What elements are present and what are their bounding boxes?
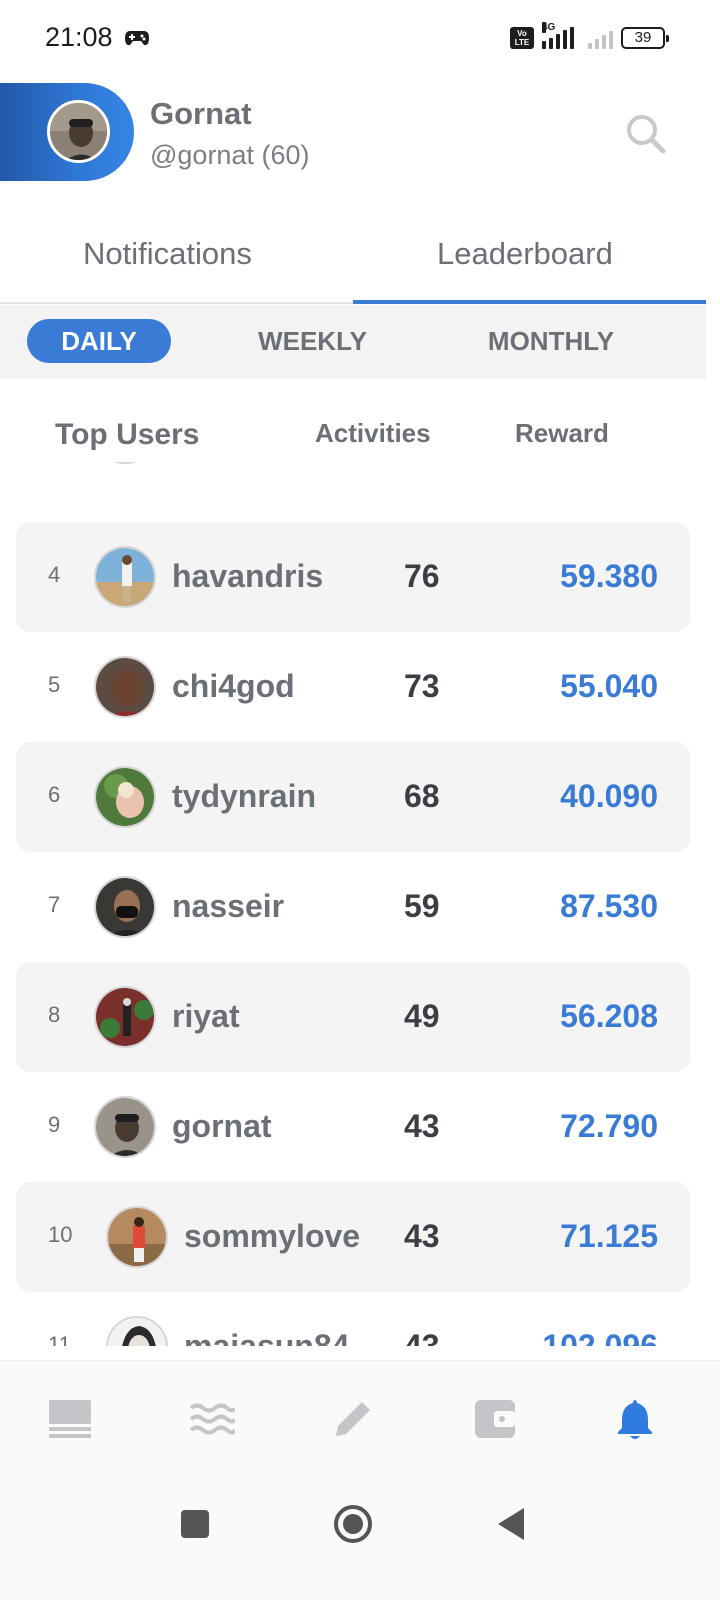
reward-value: 102.096 [542, 1328, 658, 1346]
feed-icon[interactable] [47, 1396, 93, 1442]
wallet-icon[interactable] [472, 1396, 518, 1442]
reward-value: 56.208 [560, 998, 658, 1034]
rank: 11 [48, 1332, 71, 1346]
rank: 4 [48, 562, 61, 587]
reward-value: 71.125 [560, 1218, 658, 1254]
activities-count: 76 [404, 558, 440, 594]
activities-count: 43 [404, 1328, 440, 1346]
home-icon[interactable] [331, 1502, 375, 1546]
avatar [106, 1206, 168, 1268]
table-row[interactable]: 5 chi4god 73 55.040 [16, 632, 690, 742]
table-row[interactable]: 4 havandris 76 59.380 [16, 522, 690, 632]
username: riyat [172, 998, 240, 1034]
search-icon[interactable] [624, 112, 666, 154]
rank: 9 [48, 1112, 61, 1137]
reward-value: 87.530 [560, 888, 658, 924]
status-indicators: Vo LTE 4G 39 [510, 22, 669, 52]
username: nasseir [172, 888, 285, 924]
table-row[interactable]: 10 sommylove 43 71.125 [16, 1182, 690, 1292]
table-row[interactable]: 6 tydynrain 68 40.090 [16, 742, 690, 852]
edit-icon[interactable] [330, 1396, 376, 1442]
username: sommylove [184, 1218, 361, 1254]
reward-value: 55.040 [560, 668, 658, 704]
avatar[interactable] [47, 100, 110, 163]
leaderboard-header: Top Users Activities Reward [0, 412, 720, 462]
bell-icon[interactable] [612, 1396, 658, 1442]
volte-badge: Vo LTE [510, 27, 534, 49]
username: tydynrain [172, 778, 317, 814]
profile-name: Gornat [150, 96, 252, 131]
table-row-clipped[interactable] [16, 462, 690, 488]
table-row[interactable]: 7 nasseir 59 87.530 [16, 852, 690, 962]
network-type: 4G [542, 22, 556, 33]
period-weekly-button[interactable]: WEEKLY [258, 326, 367, 356]
header-top-users: Top Users [55, 418, 200, 451]
avatar [94, 462, 156, 464]
tab-bar: Notifications Leaderboard [0, 222, 720, 304]
activities-count: 43 [404, 1108, 440, 1144]
avatar [94, 876, 156, 938]
profile-handle: @gornat (60) [150, 140, 310, 170]
period-monthly-button[interactable]: MONTHLY [487, 326, 615, 356]
header-reward: Reward [515, 418, 609, 448]
header-activities: Activities [315, 418, 431, 448]
system-nav-bar [0, 1472, 720, 1600]
battery-icon: 39 [621, 27, 669, 49]
table-row[interactable]: 8 riyat 49 56.208 [16, 962, 690, 1072]
activities-count: 73 [404, 668, 440, 704]
signal-weak-icon [588, 27, 613, 49]
tab-divider [0, 302, 353, 304]
username: havandris [172, 558, 324, 594]
waves-icon[interactable] [189, 1396, 235, 1442]
avatar [94, 656, 156, 718]
status-time: 21:08 [45, 22, 113, 52]
username: gornat [172, 1108, 272, 1144]
period-daily-button[interactable]: DAILY [27, 319, 171, 363]
leaderboard-list[interactable]: 4 havandris 76 59.380 5 chi4god 73 55.04… [0, 462, 720, 1346]
avatar [94, 986, 156, 1048]
rank: 8 [48, 1002, 61, 1027]
rank: 10 [48, 1222, 73, 1247]
reward-value: 59.380 [560, 558, 658, 594]
rank: 7 [48, 892, 61, 917]
username: maiasun84 [184, 1328, 350, 1346]
avatar [106, 1316, 168, 1346]
period-filter: DAILY WEEKLY MONTHLY [0, 305, 706, 379]
rank: 5 [48, 672, 61, 697]
gamepad-icon [125, 31, 149, 46]
reward-value: 72.790 [560, 1108, 658, 1144]
avatar [94, 1096, 156, 1158]
signal-strong-icon: 4G [542, 22, 580, 49]
tab-active-indicator [353, 300, 706, 304]
avatar [94, 766, 156, 828]
reward-value: 40.090 [560, 778, 658, 814]
recents-icon[interactable] [173, 1502, 217, 1546]
activities-count: 68 [404, 778, 440, 814]
rank: 6 [48, 782, 61, 807]
activities-count: 59 [404, 888, 440, 924]
table-row[interactable]: 9 gornat 43 72.790 [16, 1072, 690, 1182]
tab-leaderboard[interactable]: Leaderboard [437, 236, 613, 271]
activities-count: 49 [404, 998, 440, 1034]
username: chi4god [172, 668, 295, 704]
activities-count: 43 [404, 1218, 440, 1254]
bottom-nav [0, 1360, 720, 1472]
status-bar: 21:08 Vo LTE 4G 39 [0, 0, 720, 78]
table-row[interactable]: 11 maiasun84 43 102.096 [16, 1292, 690, 1346]
battery-level: 39 [634, 29, 652, 46]
back-icon[interactable] [490, 1502, 534, 1546]
avatar [94, 546, 156, 608]
tab-notifications[interactable]: Notifications [83, 236, 252, 271]
